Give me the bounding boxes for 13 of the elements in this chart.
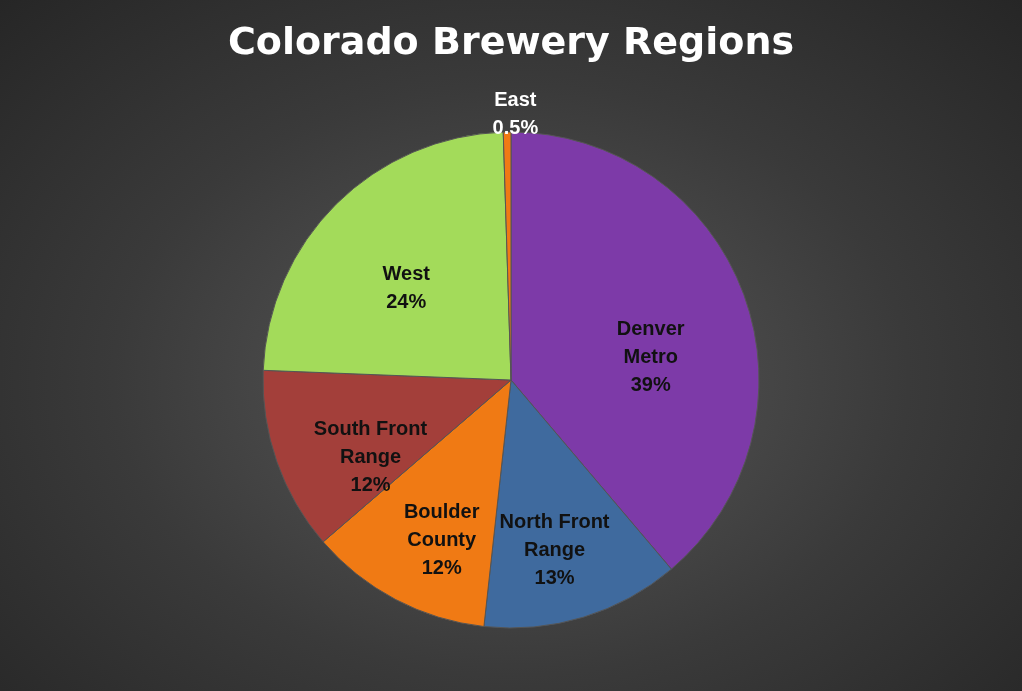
slice-label: Boulder County	[403, 499, 480, 550]
data-label: 0.5%	[492, 116, 539, 139]
data-label: 12%	[350, 473, 391, 496]
slice-label: South Front Range	[313, 417, 428, 468]
data-label: 13%	[534, 566, 575, 589]
chart-title: Colorado Brewery Regions	[227, 19, 795, 63]
slice-label: Denver Metro	[616, 316, 685, 367]
slice-label: North Front Range	[499, 510, 610, 561]
data-label: 12%	[421, 555, 462, 578]
data-label: 39%	[630, 372, 671, 395]
slice-label: East	[494, 88, 537, 111]
slice-label: West	[382, 262, 431, 285]
data-label: 24%	[386, 290, 427, 313]
